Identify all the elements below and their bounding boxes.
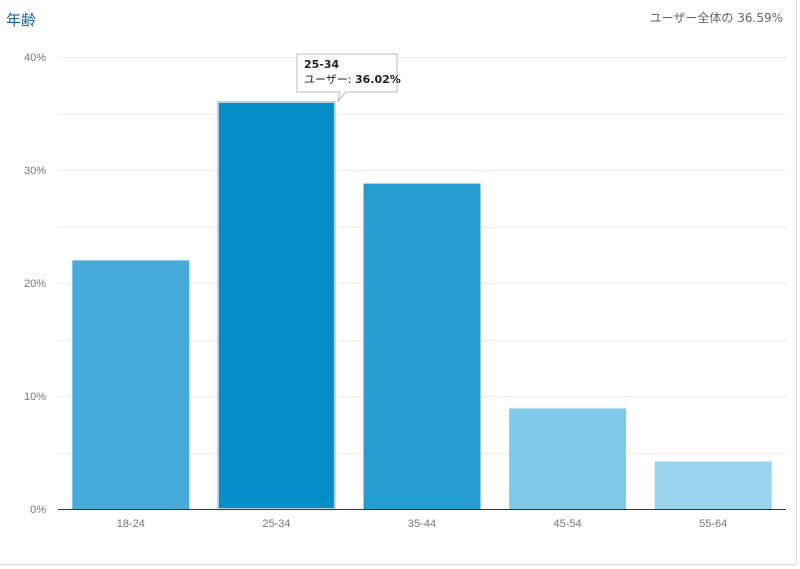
bar-35-44[interactable] [363, 183, 481, 509]
bar-55-64[interactable] [654, 461, 772, 509]
y-tick-label: 0% [30, 504, 46, 516]
users-share-summary: ユーザー全体の 36.59% [649, 11, 783, 25]
x-tick-label: 45-54 [554, 518, 582, 530]
bar-18-24[interactable] [72, 260, 190, 509]
y-tick-label: 20% [24, 278, 46, 290]
y-axis-ticks: 0% 10% 20% 30% 40% [24, 52, 46, 516]
y-tick-label: 10% [24, 391, 46, 403]
bar-25-34[interactable] [216, 100, 336, 510]
y-tick-label: 30% [24, 165, 46, 177]
tooltip-box [296, 53, 398, 103]
tooltip: 25-34 ユーザー: 36.02% [296, 53, 401, 103]
chart-title: 年齢 [6, 11, 37, 29]
x-tick-label: 35-44 [408, 518, 436, 530]
x-tick-label: 55-64 [699, 518, 727, 530]
tooltip-category: 25-34 [304, 58, 340, 71]
bar-45-54[interactable] [509, 408, 627, 509]
tooltip-series-label: ユーザー: [304, 73, 355, 86]
x-tick-label: 25-34 [262, 518, 290, 530]
bars [72, 100, 772, 510]
x-axis-ticks: 18-24 25-34 35-44 45-54 55-64 [117, 518, 728, 530]
x-tick-label: 18-24 [117, 518, 145, 530]
y-tick-label: 40% [24, 52, 46, 64]
tooltip-value: 36.02% [355, 73, 401, 86]
tooltip-value-line: ユーザー: 36.02% [304, 73, 401, 86]
